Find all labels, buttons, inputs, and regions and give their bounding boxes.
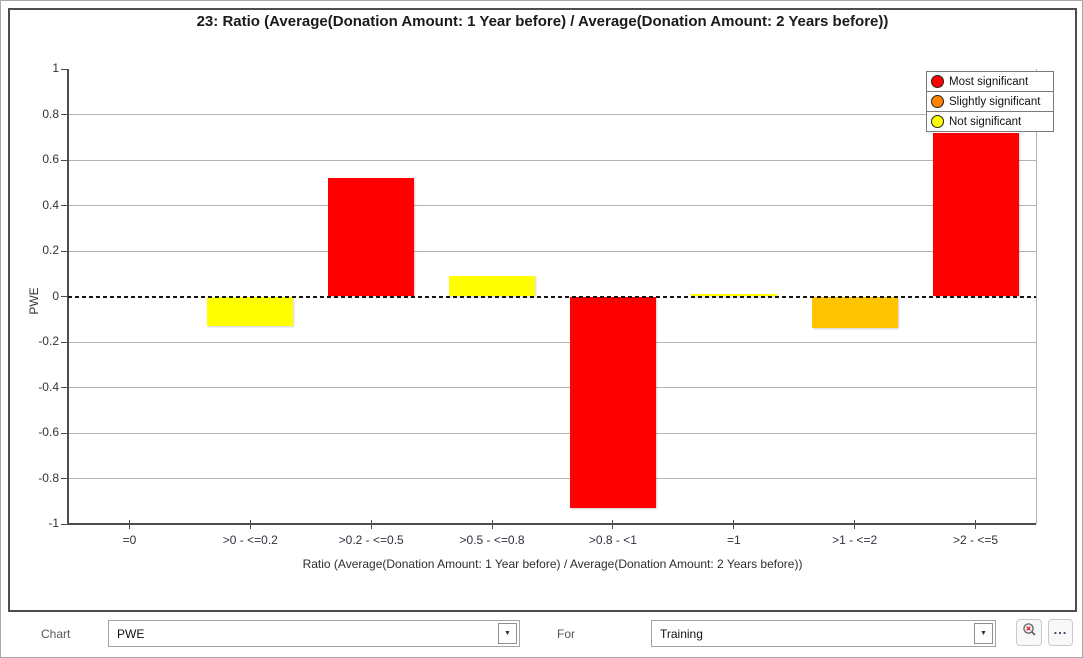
x-tick-mark xyxy=(612,520,614,529)
x-tick-mark xyxy=(733,520,735,529)
x-tick-label: >0.8 - <1 xyxy=(588,533,637,547)
x-tick-mark xyxy=(975,520,977,529)
x-axis-line xyxy=(67,523,1036,525)
gridline xyxy=(69,341,1036,343)
plot-right-border xyxy=(1036,69,1037,524)
legend-swatch-icon xyxy=(931,95,944,108)
y-tick-label: 0.2 xyxy=(42,243,59,257)
bar-not-significant xyxy=(690,294,777,297)
bar-most-significant xyxy=(932,132,1019,297)
x-tick-label: >0.2 - <=0.5 xyxy=(338,533,404,547)
x-tick-label: >0 - <=0.2 xyxy=(222,533,278,547)
legend-item: Slightly significant xyxy=(926,91,1054,112)
y-tick-mark xyxy=(61,114,69,115)
for-select[interactable]: Training ▼ xyxy=(651,620,996,647)
x-tick-label: >1 - <=2 xyxy=(832,533,878,547)
chart-select-label: Chart xyxy=(41,627,71,641)
bar-not-significant xyxy=(207,296,294,327)
legend-item: Most significant xyxy=(926,71,1054,92)
gridline xyxy=(69,114,1036,115)
bar-slightly-significant xyxy=(811,296,898,329)
y-tick-label: -0.8 xyxy=(38,470,59,485)
gridline xyxy=(69,159,1036,161)
gridline xyxy=(69,250,1036,252)
x-tick-mark xyxy=(249,520,251,529)
y-tick-label: -0.2 xyxy=(38,334,59,348)
y-tick-label: -0.4 xyxy=(38,379,59,394)
y-tick-mark xyxy=(61,387,69,388)
legend-swatch-icon xyxy=(931,115,944,128)
legend-label: Slightly significant xyxy=(949,95,1041,108)
y-tick-label: 0.6 xyxy=(42,152,59,166)
zero-line xyxy=(68,295,1036,298)
gridline xyxy=(69,478,1036,479)
y-tick-mark xyxy=(61,341,69,343)
legend-label: Not significant xyxy=(949,115,1022,128)
chevron-down-icon[interactable]: ▼ xyxy=(498,623,517,644)
x-axis-title: Ratio (Average(Donation Amount: 1 Year b… xyxy=(302,557,803,571)
bar-not-significant xyxy=(449,276,536,297)
chart-select-value[interactable]: PWE xyxy=(117,626,145,641)
for-select-label: For xyxy=(557,627,575,641)
x-tick-label: =1 xyxy=(726,533,741,547)
y-tick-mark xyxy=(61,205,69,206)
legend-item: Not significant xyxy=(926,111,1054,132)
chart-title: 23: Ratio (Average(Donation Amount: 1 Ye… xyxy=(196,13,889,30)
zoom-reset-button[interactable] xyxy=(1016,619,1042,646)
chart-select[interactable]: PWE ▼ xyxy=(108,620,520,647)
x-tick-mark xyxy=(128,520,130,529)
bar-most-significant xyxy=(328,178,415,297)
more-options-button[interactable]: ... xyxy=(1048,619,1073,646)
for-select-value[interactable]: Training xyxy=(660,626,703,641)
y-tick-label: 0 xyxy=(52,288,59,303)
ellipsis-icon: ... xyxy=(1053,621,1068,637)
y-tick-label: 1 xyxy=(52,61,59,75)
gridline xyxy=(69,205,1036,206)
x-tick-label: =0 xyxy=(122,533,137,547)
x-tick-mark xyxy=(854,520,856,529)
gridline xyxy=(69,387,1036,388)
legend-swatch-icon xyxy=(931,75,944,88)
y-tick-label: -0.6 xyxy=(38,425,59,439)
gridline xyxy=(69,432,1036,434)
y-tick-mark xyxy=(61,68,69,70)
legend-label: Most significant xyxy=(949,75,1029,88)
y-tick-label: 0.4 xyxy=(42,197,59,212)
x-tick-label: >2 - <=5 xyxy=(953,533,999,547)
legend: Most significant Slightly significant Not … xyxy=(926,71,1054,132)
chevron-down-icon[interactable]: ▼ xyxy=(974,623,993,644)
magnifier-red-x-icon xyxy=(1021,622,1038,644)
y-tick-mark xyxy=(61,296,69,297)
x-tick-mark xyxy=(370,520,372,529)
y-tick-mark xyxy=(61,478,69,479)
y-tick-mark xyxy=(61,159,69,161)
y-tick-mark xyxy=(61,250,69,252)
y-axis-label: PWE xyxy=(27,287,41,315)
x-tick-mark xyxy=(491,520,493,529)
y-tick-mark xyxy=(61,523,69,525)
chart-panel xyxy=(8,8,1077,612)
x-tick-label: >0.5 - <=0.8 xyxy=(459,533,525,547)
y-tick-mark xyxy=(61,432,69,434)
bar-most-significant xyxy=(569,296,656,509)
y-tick-label: 0.8 xyxy=(42,106,59,121)
y-tick-label: -1 xyxy=(48,516,59,530)
